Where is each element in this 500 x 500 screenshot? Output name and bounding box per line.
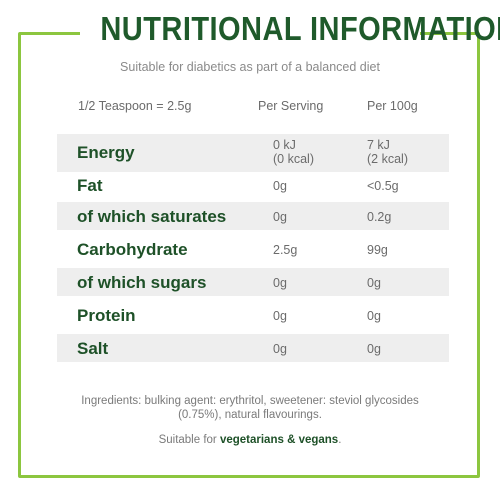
energy-per-serving-kj: 0 kJ — [273, 138, 296, 152]
suitability-note: Suitable for vegetarians & vegans. — [0, 434, 500, 446]
saturates-per-serving: 0g — [273, 210, 287, 224]
fat-per-serving: 0g — [273, 179, 287, 193]
salt-per-100g: 0g — [367, 342, 381, 356]
energy-per-serving-kcal: (0 kcal) — [273, 152, 314, 166]
nutrient-fat: Fat — [77, 176, 103, 195]
nutrient-sugars: of which sugars — [77, 273, 207, 292]
sugars-per-serving: 0g — [273, 276, 287, 290]
protein-per-serving: 0g — [273, 309, 287, 323]
ingredients-line-2: (0.75%), natural flavourings. — [178, 409, 322, 421]
sugars-per-100g: 0g — [367, 276, 381, 290]
title-block: NUTRITIONAL INFORMATION — [80, 6, 500, 52]
carbohydrate-per-100g: 99g — [367, 243, 388, 257]
nutrient-saturates: of which saturates — [77, 207, 227, 226]
nutrient-salt: Salt — [77, 339, 109, 358]
subtitle: Suitable for diabetics as part of a bala… — [120, 60, 380, 74]
salt-per-serving: 0g — [273, 342, 287, 356]
header-per-100g: Per 100g — [367, 99, 418, 113]
fat-per-100g: <0.5g — [367, 179, 399, 193]
suitability-prefix: Suitable for — [158, 434, 220, 446]
row-band-energy — [57, 134, 449, 172]
nutrient-protein: Protein — [77, 306, 136, 325]
ingredients-line-1: Ingredients: bulking agent: erythritol, … — [81, 395, 419, 407]
row-band-saturates — [57, 202, 449, 230]
row-band-sugars — [57, 268, 449, 296]
row-band-salt — [57, 334, 449, 362]
page-title: NUTRITIONAL INFORMATION — [100, 10, 500, 47]
ingredients-text: Ingredients: bulking agent: erythritol, … — [80, 394, 420, 422]
suitability-suffix: . — [338, 434, 342, 446]
energy-per-100g-kj: 7 kJ — [367, 138, 390, 152]
nutrient-energy: Energy — [77, 143, 135, 162]
energy-per-100g-kcal: (2 kcal) — [367, 152, 408, 166]
saturates-per-100g: 0.2g — [367, 210, 392, 224]
protein-per-100g: 0g — [367, 309, 381, 323]
suitability-bold: vegetarians & vegans — [219, 434, 339, 446]
header-per-serving: Per Serving — [258, 99, 324, 113]
carbohydrate-per-serving: 2.5g — [273, 243, 298, 257]
header-serving-size: 1/2 Teaspoon = 2.5g — [78, 99, 192, 113]
nutrient-carbohydrate: Carbohydrate — [77, 240, 188, 259]
